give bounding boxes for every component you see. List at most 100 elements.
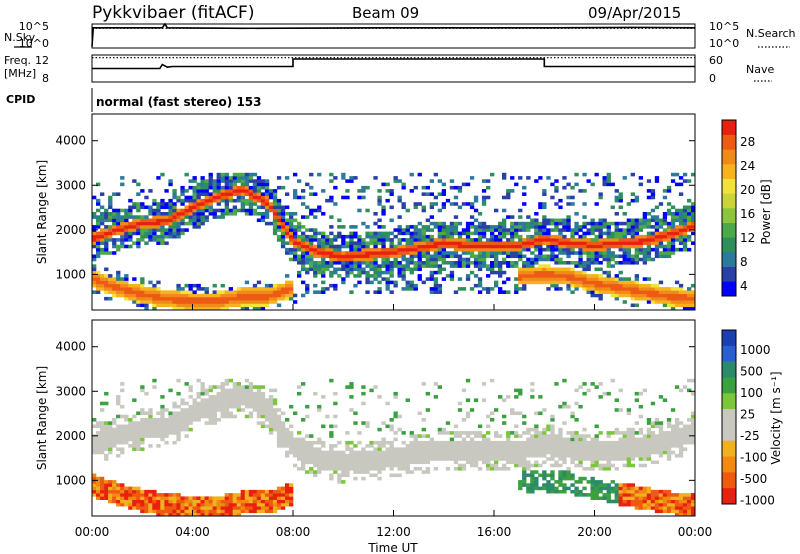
power-cell [136,283,141,288]
power-cell [546,231,551,236]
velocity-cell [682,385,688,389]
power-cell [654,290,660,294]
velocity-cell [313,457,318,461]
power-cell [506,192,511,196]
power-cell [272,202,278,206]
velocity-cell [240,391,246,396]
velocity-cell [626,486,632,491]
power-cell [196,182,201,187]
power-cell [401,264,406,268]
power-cell [678,247,684,252]
velocity-cell [498,434,503,438]
power-cell [136,241,141,245]
power-cell [574,277,579,281]
power-cell [598,251,603,255]
power-cell [260,306,266,311]
power-cell [646,221,652,226]
velocity-cell [445,453,451,458]
velocity-cell [606,496,611,500]
power-cell [534,267,539,272]
velocity-cell [393,473,398,478]
velocity-cell [401,447,406,451]
velocity-cell [172,414,177,419]
velocity-cell [494,431,499,435]
power-cell [92,212,97,216]
power-cell [654,179,660,183]
velocity-cell [357,460,362,465]
velocity-cell [598,444,603,448]
power-cell [285,212,290,216]
power-cell [477,277,483,281]
velocity-cell [691,509,696,514]
velocity-cell [393,411,398,416]
power-cell [104,212,109,216]
velocity-cell [654,450,660,455]
power-cell [534,179,539,183]
power-cell [192,303,197,308]
power-cell [457,287,463,291]
power-cell [542,192,547,196]
velocity-cell [650,496,656,500]
velocity-cell [124,424,129,429]
velocity-cell [674,431,680,435]
power-cell [240,176,246,180]
velocity-cell [598,483,603,487]
power-cell [220,283,225,288]
velocity-cell [208,404,213,409]
velocity-cell [220,506,225,510]
power-cell [280,205,286,210]
velocity-cell [654,424,660,429]
velocity-cell [353,460,358,465]
velocity-cell [526,460,531,465]
power-cell [357,280,362,285]
power-cell [285,234,290,239]
power-cell [518,238,523,242]
power-cell [654,283,660,288]
velocity-cell [477,450,483,455]
power-cell [502,234,507,239]
velocity-cell [433,450,439,455]
velocity-cell [614,486,619,491]
velocity-cell [268,509,274,514]
velocity-cell [321,467,326,471]
power-cell [128,225,133,229]
velocity-cell [244,493,250,497]
power-cell [301,293,306,298]
velocity-cell [634,453,640,458]
power-cell [301,267,306,272]
power-cell [92,254,97,259]
velocity-cell [562,440,567,445]
velocity-cell [578,404,583,409]
power-cell [321,241,326,245]
power-cell [228,300,234,304]
velocity-cell [425,470,431,474]
power-cell [349,251,354,255]
power-cell [349,267,354,272]
velocity-cell [208,506,213,510]
velocity-cell [453,467,459,471]
velocity-cell [248,404,254,409]
velocity-cell [622,450,627,455]
velocity-cell [305,404,310,409]
power-cell [490,225,495,229]
velocity-cell [650,434,656,438]
velocity-cell [666,444,672,448]
power-cell [341,280,346,285]
power-cell [622,228,627,232]
power-cell [104,244,109,249]
power-cell [280,215,286,219]
velocity-cell [590,450,595,455]
power-cell [385,287,390,291]
power-cell [502,218,507,223]
velocity-cell [550,483,555,487]
velocity-cell [104,437,109,442]
power-cell [381,257,386,262]
power-cell [687,205,692,210]
velocity-cell [200,414,205,419]
power-cell [570,185,575,190]
power-cell [670,306,676,311]
velocity-cell [465,398,471,402]
velocity-cell [297,457,302,461]
power-cell [345,251,350,255]
power-cell [494,234,499,239]
